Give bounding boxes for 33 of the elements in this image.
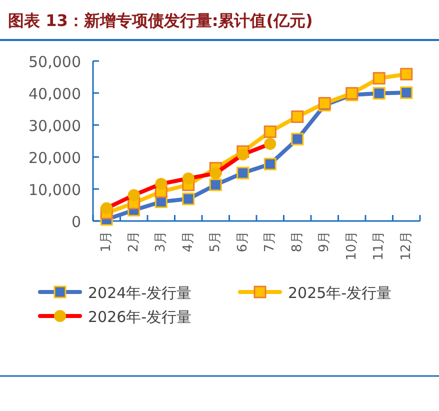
y-tick-label: 40,000 <box>28 85 81 103</box>
x-tick-label: 7月 <box>262 231 278 252</box>
legend-label: 2024年-发行量 <box>88 284 192 302</box>
chart-title: 图表 13：新增专项债发行量:累计值(亿元) <box>8 11 313 30</box>
x-tick-label: 12月 <box>398 231 414 261</box>
point <box>264 158 276 170</box>
y-tick-label: 30,000 <box>28 117 81 135</box>
point <box>372 72 386 85</box>
x-tick-label: 3月 <box>154 231 169 252</box>
x-tick-label: 8月 <box>290 231 305 252</box>
x-tick-label: 10月 <box>344 231 360 261</box>
y-tick-label: 10,000 <box>28 181 81 199</box>
point <box>372 87 386 100</box>
point <box>291 110 304 123</box>
x-tick-label: 2月 <box>126 231 142 252</box>
legend-label: 2025年-发行量 <box>288 284 392 302</box>
point <box>209 178 222 192</box>
x-tick-label: 6月 <box>235 231 250 252</box>
x-tick-label: 9月 <box>317 231 332 252</box>
legend-label: 2026年-发行量 <box>88 308 192 326</box>
x-tick-label: 11月 <box>372 231 387 261</box>
x-tick-label: 1月 <box>99 231 114 252</box>
point <box>264 125 276 138</box>
point <box>182 192 195 206</box>
y-tick-label: 20,000 <box>28 149 81 167</box>
y-tick-label: 50,000 <box>28 53 81 71</box>
point <box>400 68 413 80</box>
point <box>400 86 413 99</box>
x-tick-label: 4月 <box>180 231 196 252</box>
point <box>291 132 304 146</box>
point <box>236 166 250 180</box>
x-tick-label: 5月 <box>208 231 224 252</box>
y-tick-label: 0 <box>71 213 81 231</box>
